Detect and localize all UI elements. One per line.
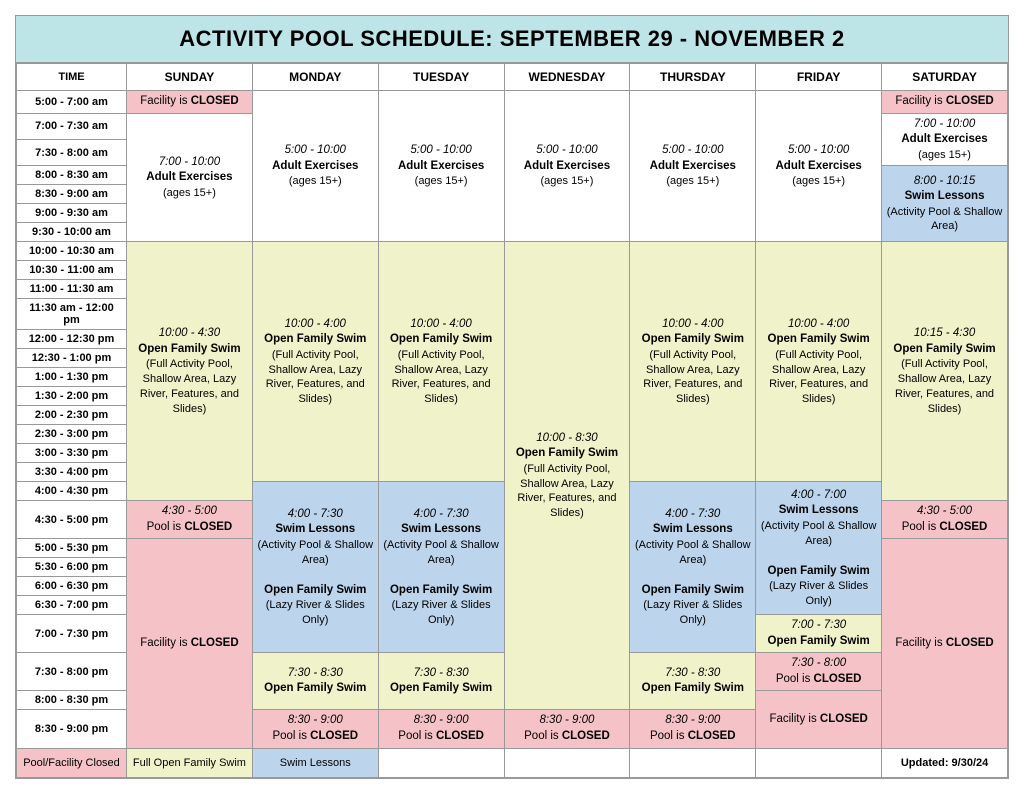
activity-block: 8:00 - 10:15Swim Lessons(Activity Pool &… [882, 166, 1008, 242]
activity-block: 7:30 - 8:30Open Family Swim [630, 653, 756, 710]
time-label: 6:30 - 7:00 pm [17, 596, 127, 615]
time-label: 9:30 - 10:00 am [17, 223, 127, 242]
legend-row: Pool/Facility ClosedFull Open Family Swi… [17, 748, 1008, 777]
day-header: WEDNESDAY [504, 64, 630, 91]
time-label: 10:30 - 11:00 am [17, 261, 127, 280]
activity-block: 4:30 - 5:00Pool is CLOSED [127, 501, 253, 539]
activity-block: 7:30 - 8:30Open Family Swim [378, 653, 504, 710]
activity-block: 5:00 - 10:00Adult Exercises(ages 15+) [756, 91, 882, 242]
time-row: 5:00 - 7:00 amFacility is CLOSED5:00 - 1… [17, 91, 1008, 114]
time-label: 3:30 - 4:00 pm [17, 463, 127, 482]
schedule-sheet: ACTIVITY POOL SCHEDULE: SEPTEMBER 29 - N… [15, 15, 1009, 779]
time-label: 4:00 - 4:30 pm [17, 482, 127, 501]
time-label: 5:30 - 6:00 pm [17, 558, 127, 577]
time-label: 2:30 - 3:00 pm [17, 425, 127, 444]
legend-cell: Full Open Family Swim [127, 748, 253, 777]
activity-block: 10:00 - 4:00Open Family Swim(Full Activi… [756, 242, 882, 482]
activity-block: 5:00 - 10:00Adult Exercises(ages 15+) [252, 91, 378, 242]
time-label: 11:00 - 11:30 am [17, 280, 127, 299]
day-header: TUESDAY [378, 64, 504, 91]
activity-block: 8:30 - 9:00Pool is CLOSED [252, 710, 378, 748]
activity-block: 5:00 - 10:00Adult Exercises(ages 15+) [504, 91, 630, 242]
time-label: 8:30 - 9:00 am [17, 185, 127, 204]
activity-block: 10:00 - 4:00Open Family Swim(Full Activi… [378, 242, 504, 482]
time-label: 7:30 - 8:00 pm [17, 653, 127, 691]
time-label: 7:00 - 7:30 pm [17, 615, 127, 653]
activity-block: 4:30 - 5:00Pool is CLOSED [882, 501, 1008, 539]
time-label: 11:30 am - 12:00 pm [17, 299, 127, 330]
activity-block: 4:00 - 7:30Swim Lessons(Activity Pool & … [630, 482, 756, 653]
activity-block: Facility is CLOSED [127, 539, 253, 748]
time-label: 12:00 - 12:30 pm [17, 330, 127, 349]
legend-cell [378, 748, 504, 777]
time-header: TIME [17, 64, 127, 91]
time-label: 5:00 - 5:30 pm [17, 539, 127, 558]
activity-block: 4:00 - 7:00Swim Lessons(Activity Pool & … [756, 482, 882, 615]
time-row: 10:00 - 10:30 am10:00 - 4:30Open Family … [17, 242, 1008, 261]
time-label: 7:30 - 8:00 am [17, 139, 127, 165]
time-label: 3:00 - 3:30 pm [17, 444, 127, 463]
activity-block: 7:00 - 7:30Open Family Swim [756, 615, 882, 653]
activity-block: 10:00 - 4:00Open Family Swim(Full Activi… [252, 242, 378, 482]
time-label: 4:30 - 5:00 pm [17, 501, 127, 539]
time-label: 9:00 - 9:30 am [17, 204, 127, 223]
activity-block: 5:00 - 10:00Adult Exercises(ages 15+) [630, 91, 756, 242]
schedule-table: TIMESUNDAYMONDAYTUESDAYWEDNESDAYTHURSDAY… [16, 63, 1008, 778]
activity-block: 5:00 - 10:00Adult Exercises(ages 15+) [378, 91, 504, 242]
legend-cell [504, 748, 630, 777]
activity-block: 7:30 - 8:30Open Family Swim [252, 653, 378, 710]
activity-block: 8:30 - 9:00Pool is CLOSED [630, 710, 756, 748]
activity-block: 8:30 - 9:00Pool is CLOSED [504, 710, 630, 748]
time-label: 5:00 - 7:00 am [17, 91, 127, 114]
day-header: MONDAY [252, 64, 378, 91]
activity-block: 10:00 - 4:30Open Family Swim(Full Activi… [127, 242, 253, 501]
activity-block: Facility is CLOSED [756, 691, 882, 748]
activity-block: Facility is CLOSED [882, 539, 1008, 748]
time-label: 1:00 - 1:30 pm [17, 368, 127, 387]
time-label: 1:30 - 2:00 pm [17, 387, 127, 406]
time-label: 8:00 - 8:30 pm [17, 691, 127, 710]
activity-block: 8:30 - 9:00Pool is CLOSED [378, 710, 504, 748]
time-label: 7:00 - 7:30 am [17, 113, 127, 139]
activity-block: 7:00 - 10:00Adult Exercises(ages 15+) [127, 113, 253, 242]
day-header: THURSDAY [630, 64, 756, 91]
page-title: ACTIVITY POOL SCHEDULE: SEPTEMBER 29 - N… [16, 16, 1008, 63]
time-label: 2:00 - 2:30 pm [17, 406, 127, 425]
activity-block: 4:00 - 7:30Swim Lessons(Activity Pool & … [252, 482, 378, 653]
legend-cell [756, 748, 882, 777]
legend-cell: Swim Lessons [252, 748, 378, 777]
legend-cell: Pool/Facility Closed [17, 748, 127, 777]
time-label: 8:30 - 9:00 pm [17, 710, 127, 748]
time-label: 8:00 - 8:30 am [17, 166, 127, 185]
activity-block: Facility is CLOSED [882, 91, 1008, 114]
schedule-body: 5:00 - 7:00 amFacility is CLOSED5:00 - 1… [17, 91, 1008, 778]
day-header: FRIDAY [756, 64, 882, 91]
activity-block: 4:00 - 7:30Swim Lessons(Activity Pool & … [378, 482, 504, 653]
activity-block: 7:30 - 8:00Pool is CLOSED [756, 653, 882, 691]
time-label: 6:00 - 6:30 pm [17, 577, 127, 596]
activity-block: 10:00 - 8:30Open Family Swim(Full Activi… [504, 242, 630, 710]
activity-block: Facility is CLOSED [127, 91, 253, 114]
legend-cell: Updated: 9/30/24 [882, 748, 1008, 777]
time-label: 10:00 - 10:30 am [17, 242, 127, 261]
day-header: SATURDAY [882, 64, 1008, 91]
activity-block: 7:00 - 10:00Adult Exercises(ages 15+) [882, 113, 1008, 166]
day-header: SUNDAY [127, 64, 253, 91]
header-row: TIMESUNDAYMONDAYTUESDAYWEDNESDAYTHURSDAY… [17, 64, 1008, 91]
time-label: 12:30 - 1:00 pm [17, 349, 127, 368]
legend-cell [630, 748, 756, 777]
activity-block: 10:00 - 4:00Open Family Swim(Full Activi… [630, 242, 756, 482]
activity-block: 10:15 - 4:30Open Family Swim(Full Activi… [882, 242, 1008, 501]
